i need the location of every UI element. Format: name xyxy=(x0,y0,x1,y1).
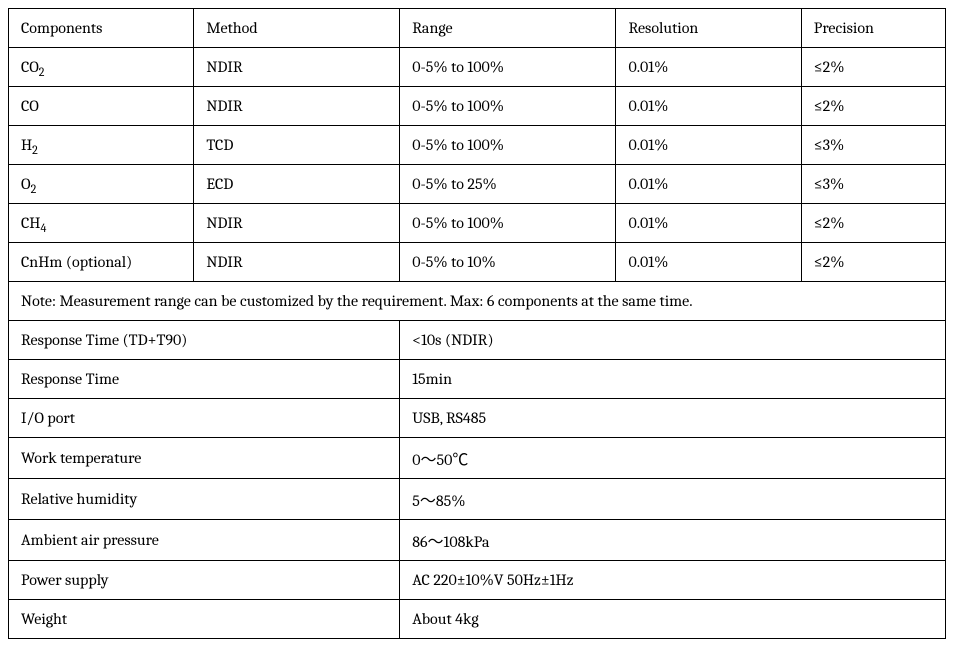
cell-component: CnHm (optional) xyxy=(9,243,194,282)
spec-label: Response Time (TD+T90) xyxy=(9,321,400,360)
header-range: Range xyxy=(400,9,616,48)
table-row: H2 TCD 0-5% to 100% 0.01% ≤3% xyxy=(9,126,946,165)
spec-label: Work temperature xyxy=(9,438,400,479)
spec-label: Power supply xyxy=(9,561,400,600)
cell-component: CO xyxy=(9,87,194,126)
cell-method: NDIR xyxy=(194,48,400,87)
spec-value: AC 220±10%V 50Hz±1Hz xyxy=(400,561,946,600)
cell-precision: ≤2% xyxy=(801,204,945,243)
spec-table: Components Method Range Resolution Preci… xyxy=(8,8,946,639)
header-components: Components xyxy=(9,9,194,48)
header-method: Method xyxy=(194,9,400,48)
spec-value: About 4kg xyxy=(400,600,946,639)
cell-range: 0-5% to 100% xyxy=(400,126,616,165)
header-row: Components Method Range Resolution Preci… xyxy=(9,9,946,48)
cell-component: CO2 xyxy=(9,48,194,87)
spec-value: USB, RS485 xyxy=(400,399,946,438)
cell-precision: ≤2% xyxy=(801,243,945,282)
spec-row: Ambient air pressure 86～108kPa xyxy=(9,520,946,561)
cell-range: 0-5% to 100% xyxy=(400,204,616,243)
cell-range: 0-5% to 100% xyxy=(400,87,616,126)
spec-value: <10s (NDIR) xyxy=(400,321,946,360)
cell-range: 0-5% to 100% xyxy=(400,48,616,87)
note-cell: Note: Measurement range can be customize… xyxy=(9,282,946,321)
spec-row: Relative humidity 5～85% xyxy=(9,479,946,520)
table-row: CH4 NDIR 0-5% to 100% 0.01% ≤2% xyxy=(9,204,946,243)
spec-value: 86～108kPa xyxy=(400,520,946,561)
cell-component: CH4 xyxy=(9,204,194,243)
spec-label: Relative humidity xyxy=(9,479,400,520)
cell-resolution: 0.01% xyxy=(616,204,801,243)
spec-label: Weight xyxy=(9,600,400,639)
cell-method: ECD xyxy=(194,165,400,204)
spec-row: Power supply AC 220±10%V 50Hz±1Hz xyxy=(9,561,946,600)
cell-precision: ≤2% xyxy=(801,48,945,87)
spec-row: Weight About 4kg xyxy=(9,600,946,639)
table-row: CO2 NDIR 0-5% to 100% 0.01% ≤2% xyxy=(9,48,946,87)
header-resolution: Resolution xyxy=(616,9,801,48)
table-row: O2 ECD 0-5% to 25% 0.01% ≤3% xyxy=(9,165,946,204)
cell-range: 0-5% to 10% xyxy=(400,243,616,282)
table-row: CO NDIR 0-5% to 100% 0.01% ≤2% xyxy=(9,87,946,126)
cell-resolution: 0.01% xyxy=(616,243,801,282)
spec-label: Response Time xyxy=(9,360,400,399)
cell-resolution: 0.01% xyxy=(616,126,801,165)
spec-value: 5～85% xyxy=(400,479,946,520)
cell-resolution: 0.01% xyxy=(616,87,801,126)
header-precision: Precision xyxy=(801,9,945,48)
cell-range: 0-5% to 25% xyxy=(400,165,616,204)
cell-precision: ≤3% xyxy=(801,126,945,165)
spec-row: Response Time (TD+T90) <10s (NDIR) xyxy=(9,321,946,360)
spec-row: Work temperature 0～50℃ xyxy=(9,438,946,479)
note-row: Note: Measurement range can be customize… xyxy=(9,282,946,321)
cell-resolution: 0.01% xyxy=(616,165,801,204)
cell-method: NDIR xyxy=(194,87,400,126)
spec-label: I/O port xyxy=(9,399,400,438)
cell-method: NDIR xyxy=(194,204,400,243)
cell-method: NDIR xyxy=(194,243,400,282)
cell-component: H2 xyxy=(9,126,194,165)
cell-precision: ≤3% xyxy=(801,165,945,204)
cell-precision: ≤2% xyxy=(801,87,945,126)
cell-resolution: 0.01% xyxy=(616,48,801,87)
cell-component: O2 xyxy=(9,165,194,204)
spec-row: I/O port USB, RS485 xyxy=(9,399,946,438)
spec-row: Response Time 15min xyxy=(9,360,946,399)
table-body: Components Method Range Resolution Preci… xyxy=(9,9,946,639)
table-row: CnHm (optional) NDIR 0-5% to 10% 0.01% ≤… xyxy=(9,243,946,282)
spec-value: 15min xyxy=(400,360,946,399)
cell-method: TCD xyxy=(194,126,400,165)
spec-label: Ambient air pressure xyxy=(9,520,400,561)
spec-value: 0～50℃ xyxy=(400,438,946,479)
